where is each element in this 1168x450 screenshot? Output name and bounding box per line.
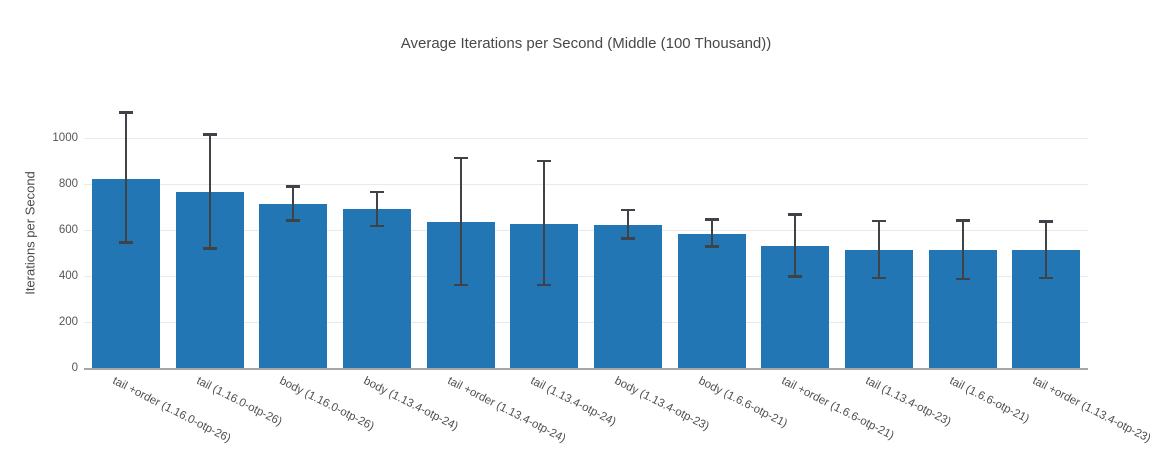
error-bar-cap xyxy=(871,219,886,223)
bar xyxy=(677,233,746,368)
error-bar-cap xyxy=(704,245,719,248)
error-bar-line xyxy=(710,219,713,247)
gridline xyxy=(84,275,1088,277)
error-bar-line xyxy=(292,186,295,221)
x-tick-label: tail +order (1.13.4-otp-23) xyxy=(1030,375,1153,446)
plot-area: 0 200 400 600 800 1000 tail +order (1.16.0-ot… xyxy=(52,90,1153,445)
error-bar-cap xyxy=(118,241,133,244)
y-tick-label: 200 xyxy=(58,316,78,329)
error-bar-cap xyxy=(955,277,970,281)
error-bar-line xyxy=(877,221,880,279)
x-tick-label: tail (1.16.0-otp-26) xyxy=(194,375,284,429)
gridline xyxy=(84,137,1088,139)
error-bar-line xyxy=(794,214,797,277)
error-bar-cap xyxy=(202,133,217,136)
gridline xyxy=(84,183,1088,185)
error-bar-line xyxy=(208,134,211,249)
y-tick-label: 0 xyxy=(71,362,78,374)
x-tick-label: body (1.13.4-otp-23) xyxy=(612,375,711,433)
x-tick-label: tail (1.6.6-otp-21) xyxy=(947,375,1031,426)
gridline xyxy=(84,229,1088,231)
x-tick-label: tail (1.13.4-otp-24) xyxy=(528,375,618,429)
y-tick-label: 400 xyxy=(58,270,78,283)
x-tick-label: body (1.13.4-otp-24) xyxy=(361,375,460,433)
error-bar-cap xyxy=(1039,220,1054,223)
error-bar-cap xyxy=(286,185,301,188)
error-bar-line xyxy=(459,158,462,286)
y-tick-label: 1000 xyxy=(52,132,78,145)
y-tick-label: 800 xyxy=(58,178,78,191)
bar xyxy=(259,204,328,368)
error-bar-line xyxy=(543,161,546,286)
error-bar-cap xyxy=(369,190,384,194)
x-tick-label: tail (1.13.4-otp-23) xyxy=(863,375,953,429)
error-bar-cap xyxy=(871,276,886,280)
error-bar-cap xyxy=(118,111,133,114)
error-bar-line xyxy=(961,220,964,280)
error-bar-cap xyxy=(955,219,970,222)
error-bar-cap xyxy=(788,275,803,278)
error-bar-line xyxy=(626,210,629,239)
chart-title: Average Iterations per Second (Middle (1… xyxy=(400,35,772,52)
error-bar-cap xyxy=(453,283,468,287)
error-bar-cap xyxy=(286,219,301,222)
gridline xyxy=(84,321,1088,323)
error-bar-cap xyxy=(1039,276,1054,280)
error-bar-cap xyxy=(369,224,384,228)
error-bar-cap xyxy=(704,218,719,221)
bar xyxy=(342,209,411,368)
error-bar-cap xyxy=(788,213,803,216)
bar xyxy=(593,225,662,368)
error-bar-line xyxy=(124,113,127,243)
error-bar-line xyxy=(375,192,378,227)
error-bar-cap xyxy=(537,283,552,287)
error-bar-cap xyxy=(620,237,635,240)
y-tick-label: 600 xyxy=(58,224,78,237)
error-bar-cap xyxy=(453,156,468,160)
error-bar-cap xyxy=(537,159,552,163)
error-bar-cap xyxy=(620,208,635,212)
error-bar-line xyxy=(1045,221,1048,279)
error-bar-cap xyxy=(202,247,217,250)
